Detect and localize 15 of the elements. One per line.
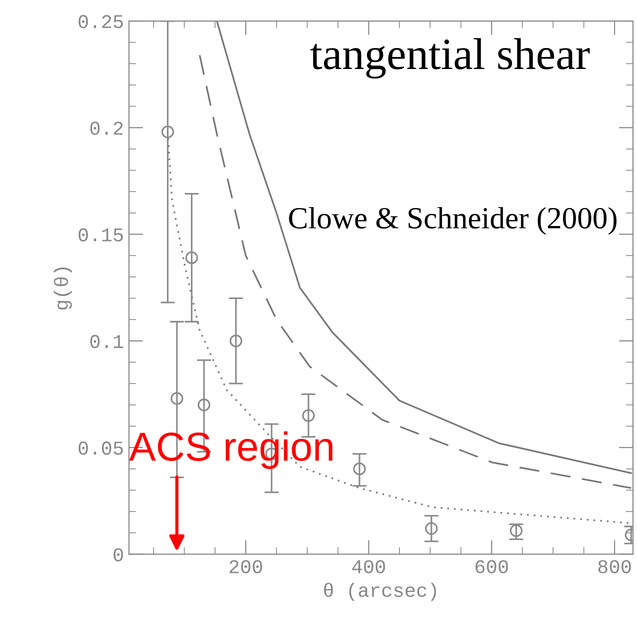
y-tick-label: 0.2 [90, 122, 123, 135]
x-tick-label: 600 [476, 560, 508, 574]
x-tick-label: 200 [230, 560, 262, 574]
y-tick-label: 0.15 [78, 228, 123, 242]
annotation: Clowe & Schneider (2000) [289, 207, 617, 235]
y-axis-title: g(θ) [54, 268, 72, 310]
annotation: tangential shear [310, 38, 590, 79]
y-tick-label: 0.1 [90, 334, 124, 348]
y-tick-label: 0 [114, 548, 123, 562]
y-tick-label: 0.05 [78, 442, 123, 455]
y-tick-label: 0.25 [78, 15, 123, 28]
x-axis-title: θ (arcsec) [324, 582, 436, 601]
x-tick-label: 800 [598, 560, 631, 574]
x-tick-label: 400 [352, 560, 385, 574]
annotation: ACS region [129, 431, 332, 469]
